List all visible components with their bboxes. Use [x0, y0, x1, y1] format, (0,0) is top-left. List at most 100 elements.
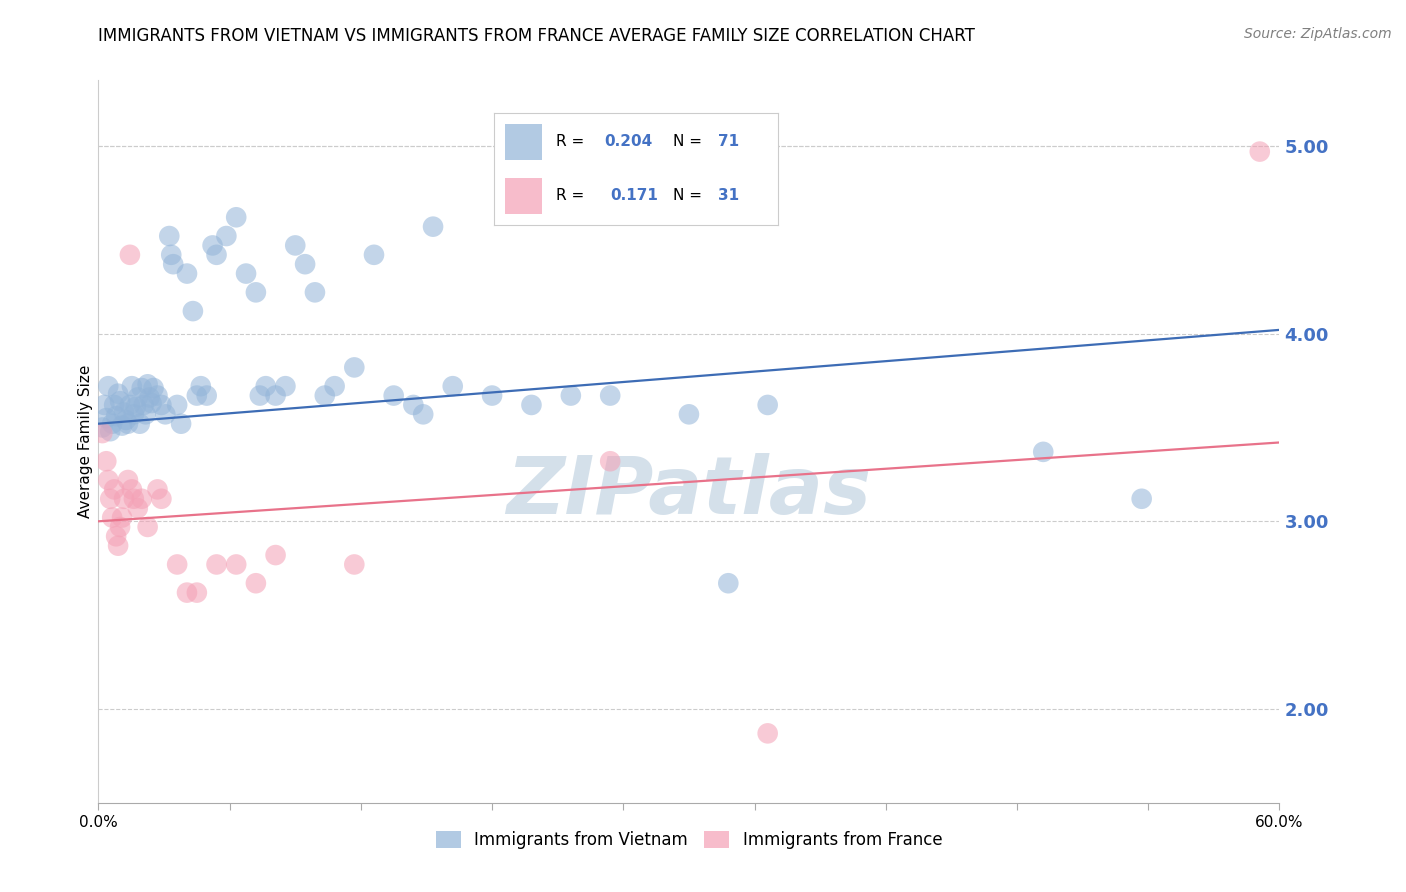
Point [560, 388, 582, 402]
Point [1032, 445, 1054, 459]
Point [205, 248, 228, 262]
Point [138, 391, 160, 405]
Point [108, 394, 131, 409]
Point [117, 417, 139, 431]
Point [101, 417, 124, 431]
Point [146, 483, 169, 497]
Point [112, 405, 135, 419]
Point [105, 409, 128, 424]
Point [756, 398, 779, 412]
Point [225, 558, 247, 572]
Point [112, 491, 135, 506]
Text: ZIPatlas: ZIPatlas [506, 453, 872, 531]
Point [235, 267, 257, 281]
Point [176, 585, 198, 599]
Point [132, 398, 155, 412]
Point [205, 558, 228, 572]
Point [1249, 145, 1271, 159]
Point [215, 229, 238, 244]
Point [520, 398, 543, 412]
Point [91, 426, 114, 441]
Point [195, 388, 218, 402]
Point [1130, 491, 1153, 506]
Point [127, 391, 149, 405]
Point [146, 388, 169, 402]
Point [264, 388, 287, 402]
Point [186, 585, 208, 599]
Point [108, 520, 131, 534]
Point [98, 424, 121, 438]
Point [284, 238, 307, 252]
Point [93, 398, 115, 412]
Point [136, 520, 159, 534]
Text: Source: ZipAtlas.com: Source: ZipAtlas.com [1244, 27, 1392, 41]
Point [107, 386, 129, 401]
Point [121, 379, 143, 393]
Point [304, 285, 326, 300]
Point [402, 398, 425, 412]
Legend: Immigrants from Vietnam, Immigrants from France: Immigrants from Vietnam, Immigrants from… [429, 824, 949, 856]
Point [678, 407, 700, 421]
Point [135, 407, 157, 421]
Point [225, 211, 247, 225]
Point [122, 407, 145, 421]
Point [343, 360, 366, 375]
Point [111, 510, 134, 524]
Point [717, 576, 740, 591]
Point [107, 539, 129, 553]
Point [382, 388, 405, 402]
Point [115, 413, 138, 427]
Point [264, 548, 287, 562]
Point [186, 388, 208, 402]
Point [363, 248, 385, 262]
Point [150, 398, 173, 412]
Point [254, 379, 277, 393]
Point [166, 558, 188, 572]
Point [103, 483, 125, 497]
Point [105, 529, 128, 543]
Point [101, 510, 124, 524]
Point [117, 473, 139, 487]
Point [294, 257, 316, 271]
Point [481, 388, 503, 402]
Point [412, 407, 434, 421]
Text: IMMIGRANTS FROM VIETNAM VS IMMIGRANTS FROM FRANCE AVERAGE FAMILY SIZE CORRELATIO: IMMIGRANTS FROM VIETNAM VS IMMIGRANTS FR… [98, 27, 976, 45]
Point [599, 388, 621, 402]
Point [136, 377, 159, 392]
Point [96, 411, 118, 425]
Point [162, 257, 184, 271]
Point [128, 417, 150, 431]
Point [422, 219, 444, 234]
Point [96, 454, 118, 468]
Point [274, 379, 297, 393]
Point [157, 229, 180, 244]
Point [756, 726, 779, 740]
Point [181, 304, 204, 318]
Point [127, 501, 149, 516]
Point [245, 285, 267, 300]
Point [111, 418, 134, 433]
Point [314, 388, 336, 402]
Point [170, 417, 193, 431]
Point [176, 267, 198, 281]
Y-axis label: Average Family Size: Average Family Size [77, 365, 93, 518]
Point [97, 379, 120, 393]
Point [118, 248, 141, 262]
Point [122, 491, 145, 506]
Point [155, 407, 177, 421]
Point [160, 248, 183, 262]
Point [190, 379, 212, 393]
Point [142, 381, 165, 395]
Point [97, 473, 120, 487]
Point [91, 420, 114, 434]
Point [118, 398, 141, 412]
Point [323, 379, 346, 393]
Point [441, 379, 464, 393]
Point [245, 576, 267, 591]
Point [125, 400, 148, 414]
Point [98, 491, 121, 506]
Point [599, 454, 621, 468]
Point [150, 491, 173, 506]
Point [166, 398, 188, 412]
Point [131, 381, 153, 395]
